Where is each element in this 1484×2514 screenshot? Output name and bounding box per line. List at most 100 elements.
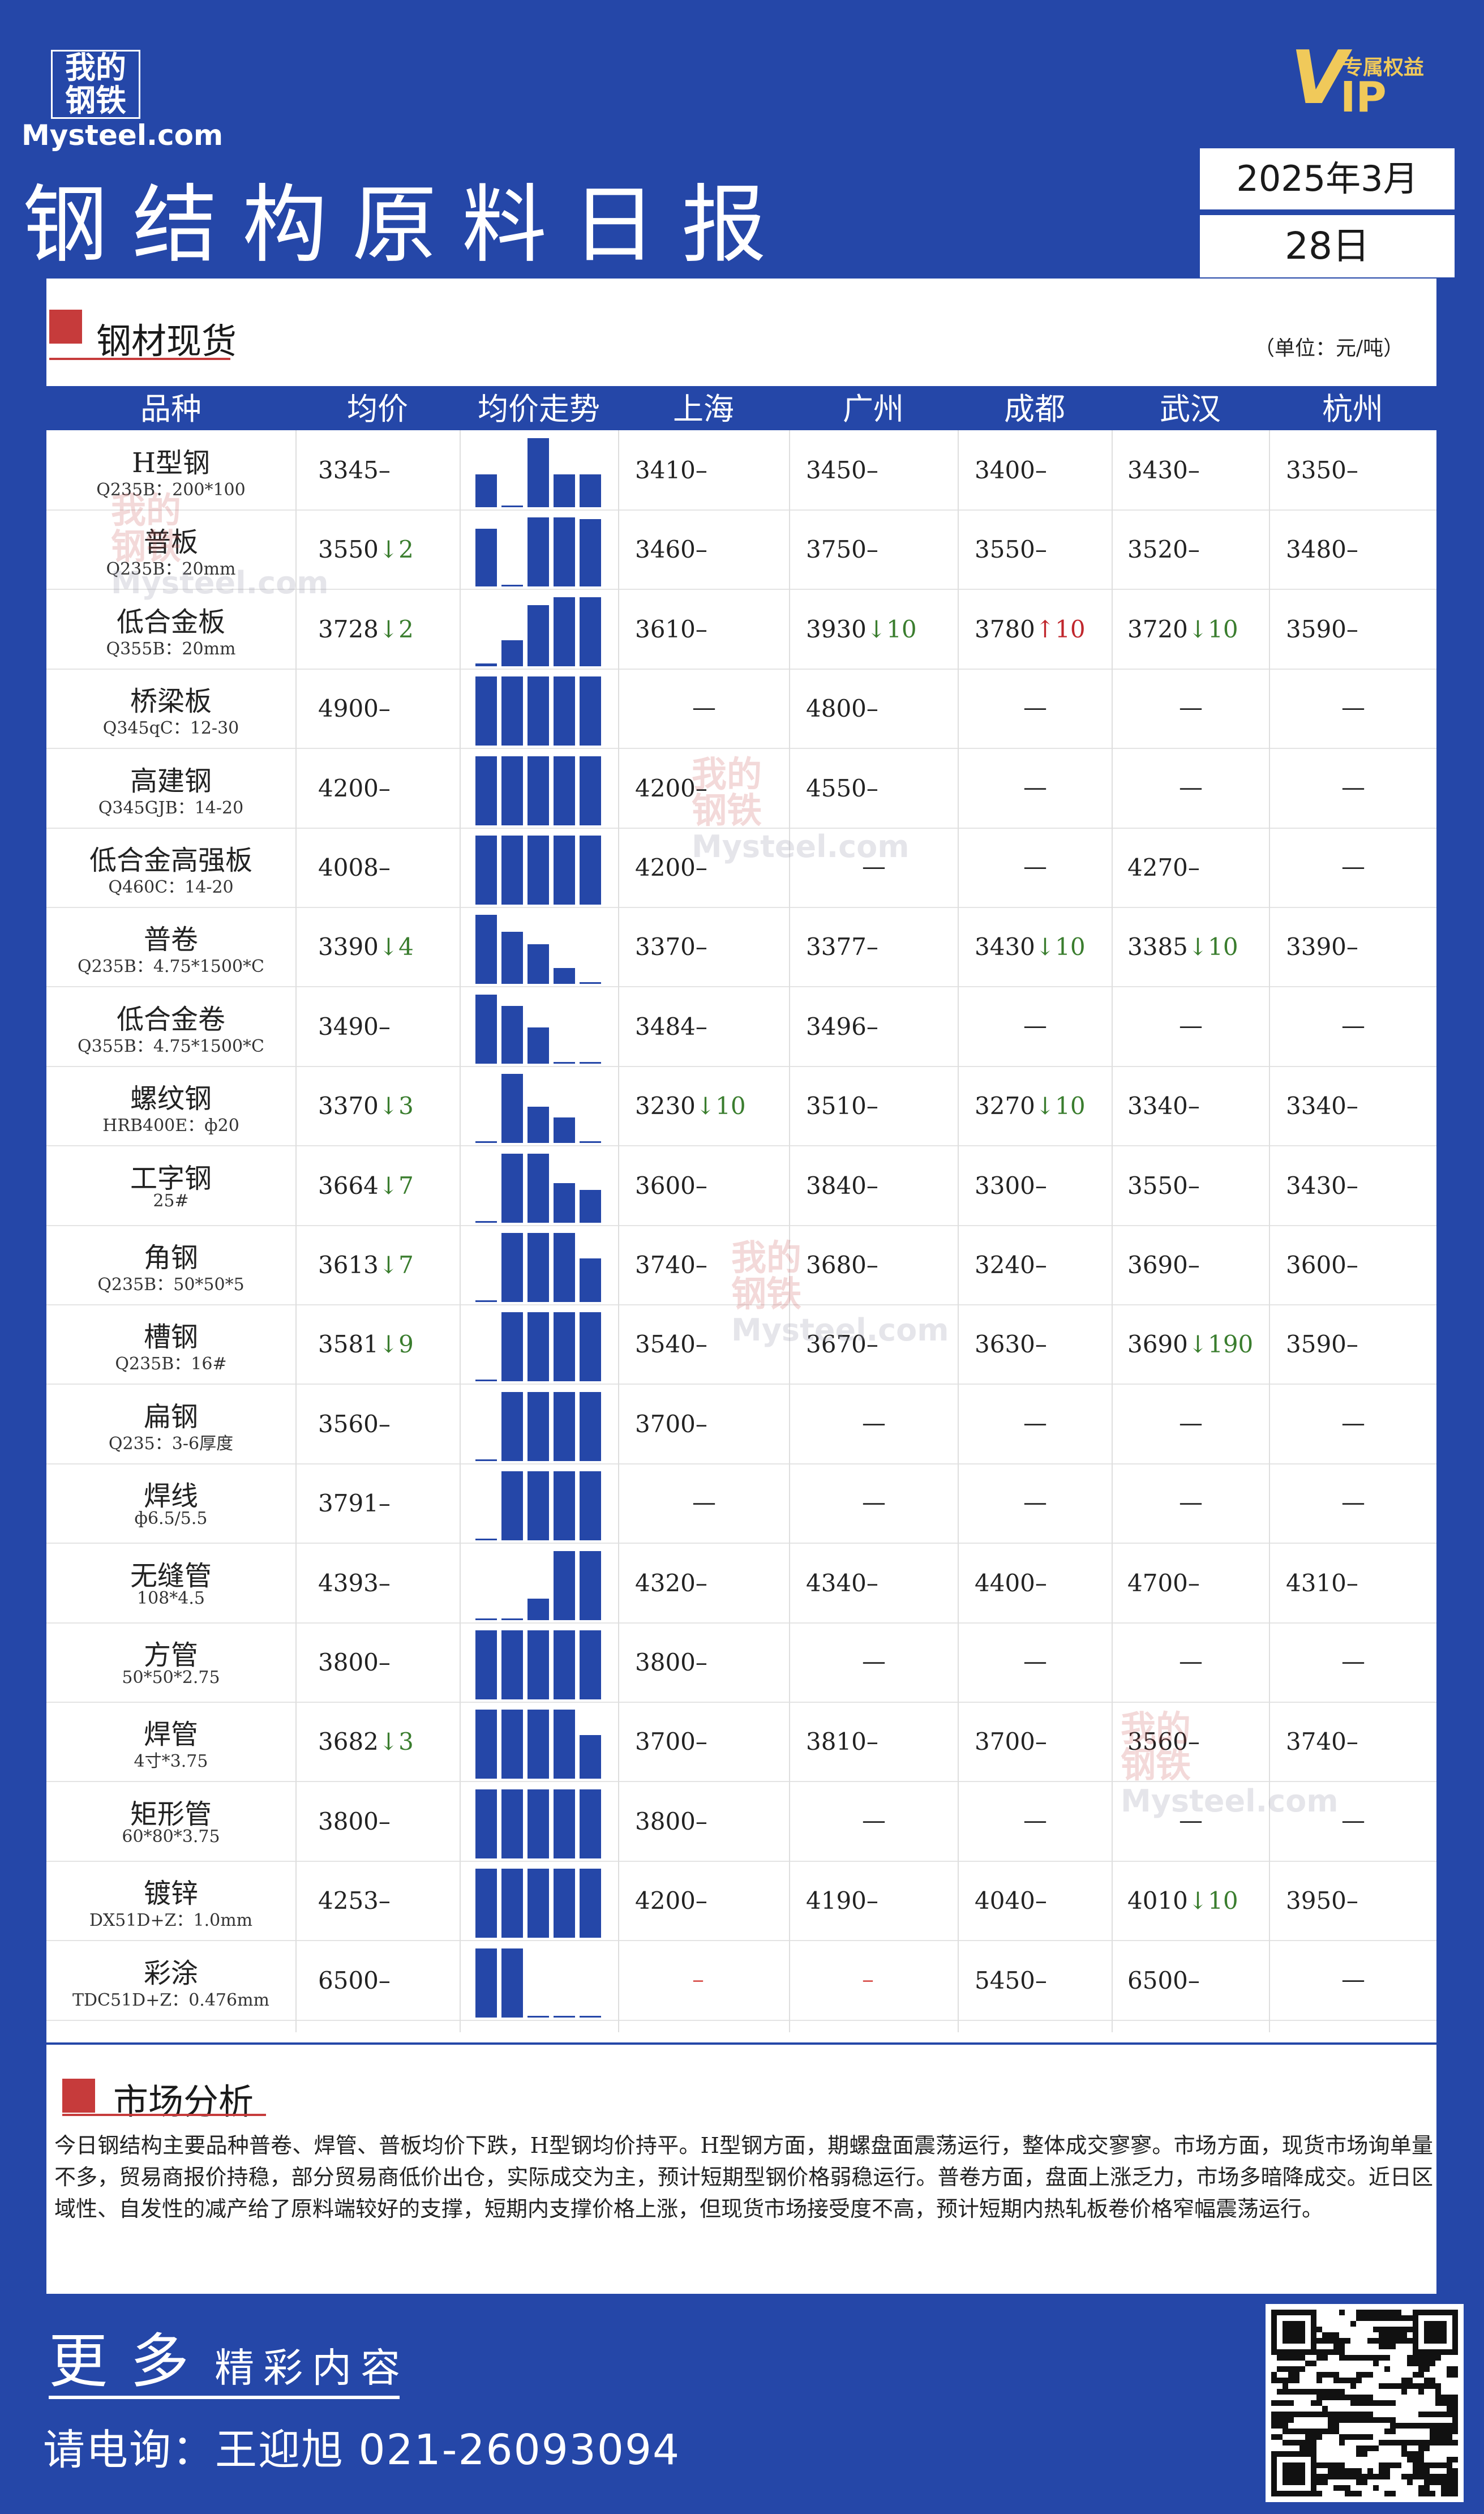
flat-dash-icon: –: [1035, 1728, 1047, 1756]
city-price: 3750–: [806, 536, 878, 563]
avg-price-value: 3664: [318, 1171, 379, 1200]
qr-code-icon[interactable]: [1266, 2304, 1464, 2502]
flat-dash-icon: –: [866, 1092, 878, 1120]
city-price: 3840–: [806, 1172, 878, 1200]
city-price: 4010↓10: [1127, 1887, 1238, 1915]
city-price-value: 3350: [1286, 456, 1346, 484]
city-price: 3550–: [975, 536, 1047, 563]
date-box: 2025年3月 28日: [1200, 148, 1455, 277]
avg-price: 3560–: [318, 1410, 391, 1438]
city-price: 3430–: [1127, 456, 1200, 484]
watermark: 我的 钢铁 Mysteel.com: [692, 753, 910, 865]
city-price-value: 3550: [975, 536, 1035, 564]
city-price-value: 4190: [806, 1887, 867, 1915]
table-row: 螺纹钢 HRB400E：ф20 3370↓3 3230↓10 3510– 3270↓10 3…: [46, 1066, 1436, 1147]
flat-dash-icon: –: [866, 456, 878, 484]
trend-bar: [475, 1618, 497, 1620]
trend-bar: [501, 1789, 523, 1858]
product-name: 彩涂: [143, 1957, 198, 1989]
trend-bar: [527, 676, 549, 746]
trend-bar: [554, 2015, 575, 2018]
city-price: 3240–: [975, 1251, 1047, 1279]
table-row: 槽钢 Q235B：16# 3581↓9 3540– 3670– 3630– 3690↓190…: [46, 1304, 1436, 1385]
trend-bar: [527, 1710, 549, 1779]
trend-bar: [501, 836, 523, 905]
table-row: H型钢 Q235B：200*100 3345– 3410– 3450– 3400– 3430…: [46, 430, 1436, 511]
city-price: 3300–: [975, 1172, 1047, 1200]
city-price-value: 3690: [1127, 1251, 1188, 1279]
trend-bar: [554, 1551, 575, 1620]
product-spec: Q235：3-6厚度: [108, 1433, 234, 1454]
city-price: 3690–: [1127, 1251, 1200, 1279]
column-divider: [460, 430, 461, 2032]
avg-price: 3613↓7: [318, 1251, 414, 1279]
column-header: 均价走势: [478, 391, 600, 427]
flat-dash-icon: –: [1346, 1887, 1358, 1915]
flat-dash-icon: –: [378, 1569, 391, 1597]
trend-bar: [527, 1471, 549, 1541]
avg-price-value: 3728: [318, 615, 379, 643]
city-price: 3600–: [635, 1172, 707, 1200]
date-divider: [1200, 209, 1455, 215]
flat-dash-icon: –: [695, 933, 707, 961]
flat-dash-icon: –: [378, 456, 391, 484]
trend-bar: [475, 474, 497, 507]
product-name: 桥梁板: [130, 686, 212, 718]
section-title-analysis: 市场分析: [113, 2081, 254, 2122]
no-data-dash-icon: —: [1179, 773, 1203, 801]
table-row: 无缝管 108*4.5 4393– 4320– 4340– 4400– 4700– 4310–: [46, 1543, 1436, 1624]
city-change: 10: [1055, 933, 1086, 961]
no-data-dash-icon: —: [1023, 1647, 1047, 1675]
trend-bar: [527, 1312, 549, 1382]
city-price: 4400–: [975, 1569, 1047, 1597]
city-price-value: 3700: [635, 1410, 696, 1438]
city-price: 3700–: [635, 1410, 707, 1438]
no-data-dash-icon: —: [1341, 1488, 1365, 1517]
city-change: 10: [1055, 615, 1086, 643]
contact-phone: 请电询：王迎旭 021-26093094: [43, 2426, 681, 2474]
trend-bar: [527, 1233, 549, 1302]
avg-price: 3550↓2: [318, 536, 414, 563]
column-divider: [958, 430, 959, 2032]
city-price-value: 3496: [806, 1012, 867, 1040]
city-price: 3610–: [635, 615, 707, 643]
no-data-dash-icon: —: [862, 1806, 886, 1834]
product-spec: TDC51D+Z：0.476mm: [72, 1990, 269, 2010]
city-price: 3350–: [1286, 456, 1358, 484]
city-price-value: 3810: [806, 1728, 867, 1756]
flat-dash-icon: –: [1346, 1092, 1358, 1120]
flat-dash-icon: –: [1346, 536, 1358, 564]
arrow-up-icon: ↑: [1035, 615, 1056, 643]
flat-dash-icon: –: [695, 1251, 707, 1279]
city-price: 3430↓10: [975, 933, 1086, 961]
trend-bar: [501, 1005, 523, 1064]
flat-dash-icon: –: [695, 854, 707, 881]
flat-dash-icon: –: [866, 1012, 878, 1040]
city-price: 3590–: [1286, 1330, 1358, 1358]
city-price-value: 3560: [1127, 1728, 1188, 1756]
flat-dash-icon: –: [378, 695, 391, 723]
no-data-dash-icon: —: [1341, 1011, 1365, 1039]
trend-bar: [580, 1061, 601, 1064]
avg-price: 4900–: [318, 695, 391, 722]
city-price-value: 4200: [635, 1887, 696, 1915]
flat-dash-icon: –: [1187, 1251, 1200, 1279]
city-price-value: 3930: [806, 615, 867, 643]
flat-dash-icon: –: [866, 1569, 878, 1597]
city-price: 3230↓10: [635, 1092, 746, 1120]
trend-bar: [580, 597, 601, 666]
city-price: 3600–: [1286, 1251, 1358, 1279]
flat-dash-icon: –: [695, 1171, 707, 1200]
city-price-value: 3700: [975, 1728, 1035, 1756]
city-price-value: 3460: [635, 536, 696, 564]
table-row: 焊管 4寸*3.75 3682↓3 3700– 3810– 3700– 3560– 3740–: [46, 1702, 1436, 1783]
city-price-value: 3630: [975, 1330, 1035, 1359]
flat-dash-icon: –: [1035, 1887, 1047, 1915]
city-price-value: 4700: [1127, 1569, 1188, 1597]
trend-bar: [475, 994, 497, 1064]
city-price-value: 4200: [635, 854, 696, 881]
product-name: 扁钢: [143, 1401, 198, 1433]
avg-price-value: 3550: [318, 536, 379, 564]
city-price-value: 3600: [1286, 1251, 1346, 1279]
no-data-dash-icon: —: [1179, 1408, 1203, 1437]
